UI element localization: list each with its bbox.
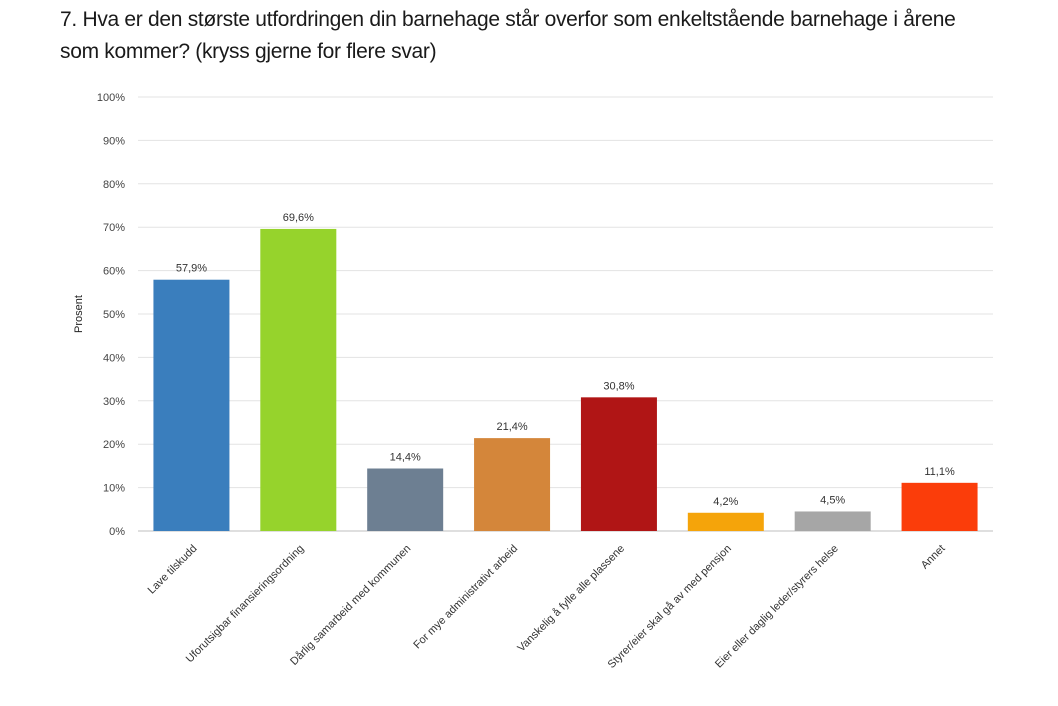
- y-tick-label: 30%: [103, 396, 125, 408]
- y-tick-label: 70%: [103, 222, 125, 234]
- data-label: 57,9%: [176, 263, 207, 275]
- y-tick-label: 60%: [103, 266, 125, 278]
- x-category-label: Eier eller daglig leder/styrers helse: [713, 543, 841, 671]
- x-category-label: Lave tilskudd: [146, 543, 200, 597]
- x-category-label: Dårlig samarbeid med kommunen: [288, 543, 413, 668]
- data-label: 4,5%: [820, 494, 845, 506]
- y-tick-label: 50%: [103, 309, 125, 321]
- y-tick-label: 100%: [97, 92, 125, 104]
- x-category-label: Styrer/eier skal gå av med pensjon: [606, 543, 734, 671]
- bar: [367, 468, 444, 531]
- bar: [474, 438, 551, 531]
- data-label: 4,2%: [713, 496, 738, 508]
- y-tick-label: 90%: [103, 135, 125, 147]
- y-axis-label: Prosent: [73, 295, 85, 333]
- x-category-label: Uforutsigbar finansieringsordning: [184, 543, 307, 666]
- question-line-1: 7. Hva er den største utfordringen din b…: [60, 8, 956, 31]
- y-tick-label: 0%: [109, 526, 125, 538]
- bar: [260, 228, 337, 531]
- y-tick-label: 40%: [103, 352, 125, 364]
- data-label: 21,4%: [496, 421, 527, 433]
- bar: [687, 512, 764, 531]
- y-tick-label: 20%: [103, 439, 125, 451]
- data-label: 69,6%: [283, 212, 314, 224]
- data-label: 14,4%: [390, 452, 421, 464]
- x-category-label: Annet: [919, 543, 948, 572]
- x-category-label: Vanskelig å fylle alle plassene: [515, 543, 627, 655]
- data-label: 11,1%: [924, 466, 955, 478]
- bar: [153, 279, 230, 531]
- x-category-label: For mye administrativt arbeid: [411, 543, 520, 652]
- question-line-2: som kommer? (kryss gjerne for flere svar…: [60, 40, 437, 63]
- y-tick-label: 10%: [103, 483, 125, 495]
- question-title: 7. Hva er den største utfordringen din b…: [60, 4, 1050, 68]
- bar: [580, 397, 657, 531]
- bars: [153, 228, 978, 531]
- bar: [901, 482, 978, 531]
- data-labels: 57,9% 69,6% 14,4% 21,4% 30,8% 4,2% 4,5% 11,1%: [176, 212, 955, 508]
- y-tick-label: 80%: [103, 179, 125, 191]
- data-label: 30,8%: [603, 380, 634, 392]
- bar: [794, 511, 871, 531]
- y-axis-ticks: 0% 10% 20% 30% 40% 50% 60% 70% 80% 90% 100%: [97, 92, 125, 538]
